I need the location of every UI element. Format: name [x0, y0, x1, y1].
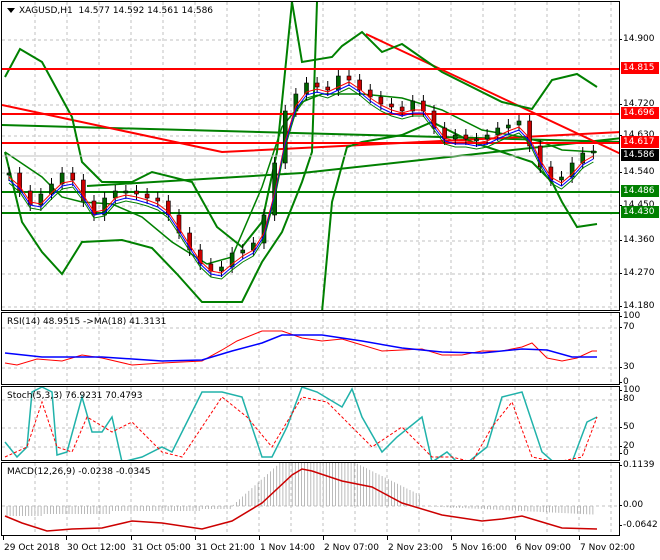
price-level-badge: 14.430	[621, 206, 659, 218]
time-tick-label: 29 Oct 2018	[4, 543, 60, 553]
price-axis[interactable]: 14.900 14.720 14.630 14.540 14.450 14.360 14.2…	[619, 1, 660, 311]
axis-tick-label: 14.900	[619, 34, 655, 44]
stochastic-title: Stoch(5,3,3) 76.9231 70.4793	[7, 391, 143, 401]
rsi-title: RSI(14) 48.9515 ->MA(18) 41.3131	[7, 317, 167, 327]
macd-title: MACD(12,26,9) -0.0238 -0.0345	[7, 467, 151, 477]
axis-tick-label: 0.1139	[619, 460, 655, 470]
symbol-label: XAGUSD,H1	[19, 6, 73, 16]
rsi-pane[interactable]: RSI(14) 48.9515 ->MA(18) 41.3131	[1, 312, 620, 385]
axis-tick-label: 14.540	[619, 167, 655, 177]
time-tick-label: 31 Oct 05:00	[132, 543, 191, 553]
rsi-canvas	[2, 313, 619, 384]
stochastic-canvas	[2, 387, 619, 460]
time-tick-label: 30 Oct 12:00	[67, 543, 126, 553]
dropdown-triangle-icon[interactable]	[7, 8, 15, 13]
axis-tick-label: 14.270	[619, 268, 655, 278]
stochastic-axis: 100 80 50 20 0	[618, 385, 660, 461]
time-tick-label: 2 Nov 23:00	[388, 543, 443, 553]
axis-tick-label: 80	[618, 394, 635, 404]
macd-pane[interactable]: MACD(12,26,9) -0.0238 -0.0345	[1, 462, 620, 536]
axis-tick-label: 100	[618, 311, 641, 321]
axis-tick-label: 14.450	[619, 200, 655, 210]
ohlc-values: 14.577 14.592 14.561 14.586	[78, 6, 214, 16]
axis-tick-label: 14.360	[619, 235, 655, 245]
time-tick-label: 7 Nov 02:00	[580, 543, 635, 553]
chart-title: XAGUSD,H1 14.577 14.592 14.561 14.586	[7, 6, 213, 16]
price-level-badge: 14.696	[621, 107, 659, 119]
price-level-badge: 14.815	[621, 62, 659, 74]
axis-tick-label: 20	[618, 441, 635, 451]
time-tick-label: 31 Oct 21:00	[196, 543, 255, 553]
price-level-badge: 14.617	[621, 136, 659, 148]
axis-tick-label: 14.180	[619, 301, 655, 311]
time-tick-label: 2 Nov 07:00	[324, 543, 379, 553]
time-tick-label: 5 Nov 16:00	[452, 543, 507, 553]
price-chart-canvas[interactable]	[2, 2, 620, 311]
axis-tick-label: 30	[618, 362, 635, 372]
macd-axis: 0.1139 0.00 -0.0642	[618, 460, 660, 536]
axis-tick-label: -0.0642	[619, 520, 658, 530]
axis-tick-label: 70	[618, 322, 635, 332]
axis-tick-label: 100	[618, 385, 641, 395]
price-level-badge: 14.586	[621, 149, 659, 161]
axis-tick-label: 0	[619, 377, 629, 387]
price-chart-pane[interactable]: XAGUSD,H1 14.577 14.592 14.561 14.586	[1, 1, 620, 311]
time-tick-label: 6 Nov 09:00	[516, 543, 571, 553]
time-tick-label: 1 Nov 14:00	[260, 543, 315, 553]
time-axis[interactable]: 29 Oct 2018 30 Oct 12:00 31 Oct 05:00 31 Oc…	[0, 536, 660, 560]
axis-tick-label: 0	[619, 448, 629, 458]
axis-tick-label: 50	[618, 422, 635, 432]
price-level-badge: 14.486	[621, 185, 659, 197]
axis-tick-label: 14.630	[619, 130, 655, 140]
stochastic-pane[interactable]: Stoch(5,3,3) 76.9231 70.4793	[1, 386, 620, 461]
rsi-axis: 100 70 30 0	[618, 311, 660, 387]
axis-tick-label: 14.720	[619, 99, 655, 109]
macd-canvas	[2, 463, 619, 535]
axis-tick-label: 0.00	[618, 500, 644, 510]
